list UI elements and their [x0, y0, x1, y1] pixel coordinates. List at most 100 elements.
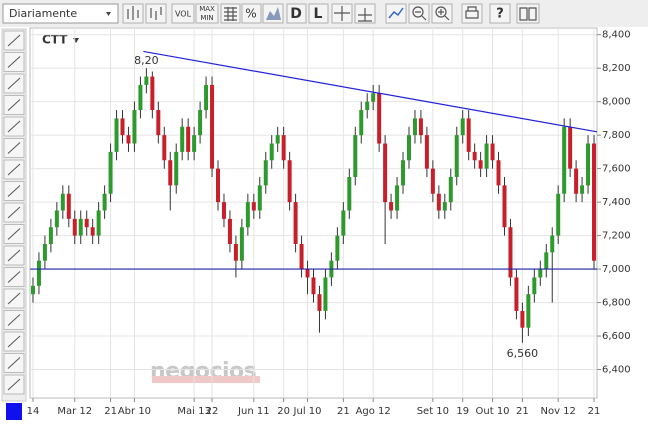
- candle-body: [186, 126, 191, 152]
- candle-body: [365, 101, 370, 111]
- candle-body: [60, 193, 65, 211]
- x-tick-label: 22: [206, 406, 219, 417]
- candle-body: [114, 118, 119, 152]
- button[interactable]: [241, 3, 262, 24]
- x-tick-label: Out 10: [476, 406, 510, 417]
- button[interactable]: [262, 3, 284, 24]
- candle-body: [305, 269, 310, 278]
- candle-body: [275, 135, 280, 144]
- candle-body: [442, 202, 447, 211]
- candle-body: [550, 235, 555, 253]
- candle-body: [430, 168, 435, 194]
- candle-body: [377, 93, 382, 144]
- candle-body: [198, 110, 203, 136]
- button[interactable]: [220, 3, 241, 24]
- candle-body: [389, 202, 394, 211]
- x-tick-label: Ago 12: [356, 406, 391, 417]
- candle-body: [221, 202, 226, 219]
- candle-body: [156, 110, 161, 136]
- candle-body: [174, 151, 179, 186]
- candle-body: [544, 252, 549, 270]
- symbol[interactable]: CTT: [42, 33, 68, 47]
- candle-body: [383, 143, 388, 203]
- x-tick-label: Mar 12: [57, 406, 92, 417]
- candle-body: [359, 110, 364, 136]
- candle-body: [502, 185, 507, 228]
- candle-body: [251, 202, 256, 211]
- candle-body: [287, 160, 292, 203]
- button[interactable]: [171, 3, 195, 24]
- side-icon: [7, 378, 21, 391]
- x-tick-label: Set 10: [417, 406, 449, 417]
- y-tick-label: 6,800: [602, 298, 631, 309]
- y-tick-label: 7,600: [602, 164, 631, 175]
- y-tick-label: 7,400: [602, 197, 631, 208]
- button[interactable]: [308, 3, 329, 24]
- candle-body: [108, 151, 113, 194]
- button[interactable]: [489, 3, 511, 24]
- candle-body: [341, 210, 346, 236]
- x-tick-label: Abr 10: [118, 406, 151, 417]
- candle-body: [311, 277, 316, 295]
- trend-line: [143, 50, 598, 133]
- side-icon: [7, 292, 21, 305]
- x-tick-label: 21: [104, 406, 117, 417]
- candle-body: [532, 277, 537, 295]
- candle-body: [526, 294, 531, 328]
- button[interactable]: [286, 3, 307, 24]
- button[interactable]: [516, 3, 540, 24]
- candle-body: [347, 177, 352, 211]
- candle-body: [227, 218, 232, 244]
- candle-body: [144, 76, 149, 85]
- candle-body: [90, 227, 95, 236]
- period-dropdown[interactable]: Diariamente: [2, 3, 119, 24]
- candle-body: [132, 110, 137, 144]
- side-icon: [7, 77, 21, 90]
- candle-body: [150, 76, 155, 111]
- side-icon: [7, 357, 21, 369]
- candle-body: [78, 218, 83, 236]
- candle-body: [263, 160, 268, 186]
- side-icon: [7, 314, 21, 326]
- candle-body: [592, 143, 597, 261]
- side-icon: [7, 228, 21, 240]
- side-icon: [7, 142, 21, 154]
- candle-body: [514, 277, 519, 311]
- candle-body: [168, 160, 173, 186]
- watermark-bar: [152, 376, 260, 383]
- x-tick-label: 21: [337, 406, 350, 417]
- button-label: VOL: [175, 10, 192, 19]
- y-tick-label: 7,200: [602, 231, 631, 242]
- button-label: MAX: [199, 5, 215, 13]
- y-tick-label: 7,000: [602, 264, 631, 275]
- side-icon: [7, 206, 21, 219]
- candle-body: [30, 285, 35, 295]
- x-tick-label: 20: [277, 406, 290, 417]
- candle-body: [401, 160, 406, 186]
- toolbar-buttons: VOL MAX MIN % D L ?: [122, 3, 540, 24]
- x-tick-label: Jun 11: [237, 406, 270, 417]
- candle-body: [448, 177, 453, 203]
- candle-body: [406, 135, 411, 161]
- x-tick-label: 21: [516, 406, 529, 417]
- candle-body: [460, 118, 465, 136]
- candle-body: [496, 160, 501, 186]
- button[interactable]: [195, 3, 219, 24]
- annotation: 6,560: [507, 347, 539, 360]
- candle-body: [484, 143, 489, 169]
- side-icon: [7, 99, 21, 111]
- x-tick-label: Jul 10: [293, 406, 322, 417]
- side-icon: [7, 163, 21, 176]
- candle-body: [317, 294, 322, 311]
- candle-body: [245, 202, 250, 228]
- candle-body: [36, 260, 41, 286]
- candle-body: [436, 193, 441, 211]
- candle-body: [138, 84, 143, 111]
- candle-body: [424, 135, 429, 169]
- color-swatch[interactable]: [6, 403, 22, 420]
- candle-body: [556, 193, 561, 236]
- candle-body: [490, 143, 495, 161]
- side-icon: [7, 271, 21, 283]
- candle-body: [472, 151, 477, 161]
